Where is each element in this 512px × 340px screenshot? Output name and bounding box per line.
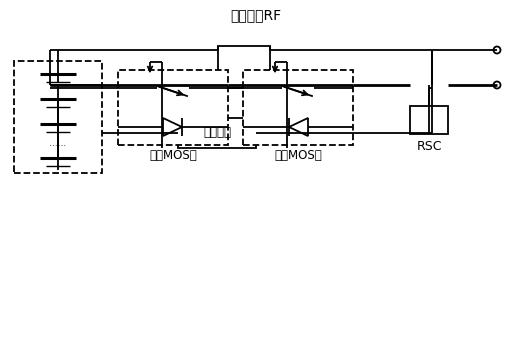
Text: 热继电器RF: 热继电器RF [230, 8, 282, 22]
Bar [14, 61, 102, 173]
Bar [243, 70, 353, 145]
Text: 控制模块: 控制模块 [203, 126, 231, 139]
Text: 放电MOS管: 放电MOS管 [149, 149, 197, 162]
Bar [218, 46, 270, 88]
Bar [118, 70, 228, 145]
Text: 充电MOS管: 充电MOS管 [274, 149, 322, 162]
Bar [410, 106, 448, 134]
Bar [178, 118, 256, 148]
Text: ......: ...... [49, 139, 67, 149]
Text: RSC: RSC [416, 140, 442, 153]
